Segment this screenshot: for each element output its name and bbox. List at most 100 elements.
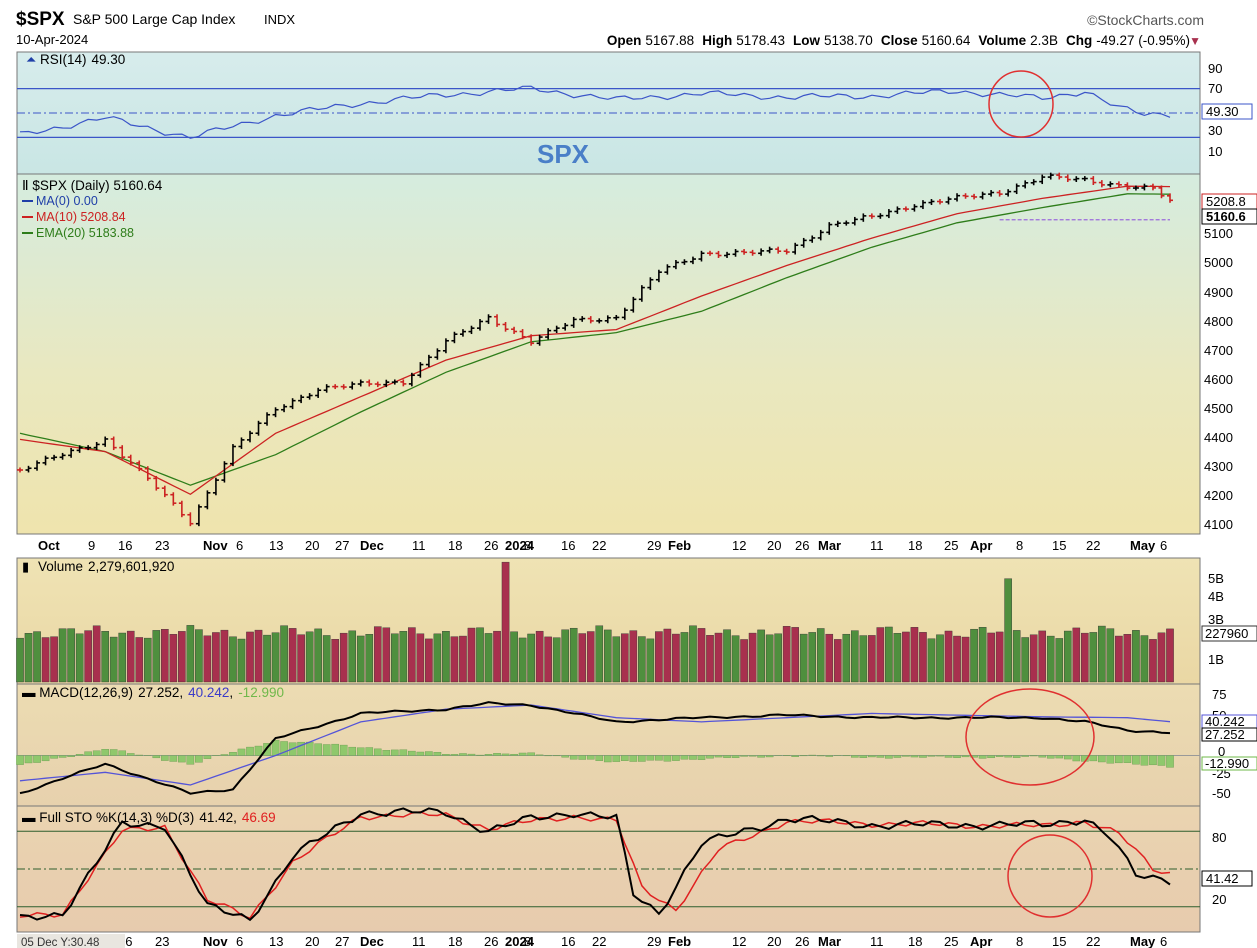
- price-bar: [93, 441, 100, 451]
- macd-histogram-bar: [16, 755, 24, 765]
- macd-histogram-bar: [297, 741, 305, 756]
- price-bar: [451, 331, 458, 344]
- high-label: High: [702, 33, 732, 48]
- macd-histogram-bar: [723, 755, 731, 758]
- macd-histogram-bar: [936, 755, 944, 757]
- macd-histogram-bar: [510, 753, 518, 756]
- price-bar: [494, 314, 501, 327]
- macd-histogram-bar: [305, 741, 314, 756]
- x-tick-label: 18: [908, 538, 922, 553]
- volume-bar: [927, 638, 936, 683]
- rsi-last-tag: [1201, 103, 1253, 120]
- volume-bar: [953, 635, 961, 683]
- volume-bar: [893, 633, 902, 683]
- volume-bar: [1012, 630, 1021, 683]
- volume-bar: [1123, 634, 1132, 683]
- x-tick-label: 26: [795, 934, 809, 948]
- volume-bar: [373, 626, 382, 683]
- x-tick-label: 6: [1160, 934, 1167, 948]
- price-bar: [800, 237, 807, 248]
- price-bar: [1107, 181, 1114, 188]
- x-tick-label: 16: [561, 934, 575, 948]
- volume-bar: [646, 638, 655, 683]
- macd-histogram-bar: [876, 755, 885, 758]
- x-tick-label: May: [1130, 934, 1156, 948]
- price-tick: 4800: [1204, 314, 1233, 329]
- macd-histogram-bar: [995, 755, 1004, 757]
- price-bar: [425, 354, 432, 368]
- volume-bar: [399, 631, 408, 683]
- price-bar: [51, 454, 58, 461]
- macd-histogram-bar: [348, 746, 357, 756]
- x-tick-label: 23: [155, 934, 169, 948]
- volume-bar: [425, 638, 433, 683]
- volume-bar: [944, 630, 953, 683]
- volume-bar: [774, 633, 782, 683]
- price-bar: [741, 249, 748, 255]
- price-bar: [281, 404, 288, 413]
- macd-histogram-bar: [612, 755, 621, 762]
- price-bar: [349, 381, 356, 390]
- volume-last-tag-text: 227960: [1205, 626, 1248, 641]
- volume-bar: [416, 633, 425, 683]
- x-tick-label: 18: [908, 934, 922, 948]
- footer-tag-bg: [17, 934, 125, 948]
- macd-histogram-bar: [1115, 755, 1123, 764]
- macd-tag: [1201, 727, 1257, 742]
- price-bar: [400, 379, 407, 387]
- x-tick-label: 18: [448, 934, 462, 948]
- price-tick: 4300: [1204, 459, 1233, 474]
- volume-bar: [663, 628, 672, 683]
- x-tick-label: 6: [1160, 538, 1167, 553]
- macd-histogram-bar: [1012, 755, 1021, 758]
- macd-line: [19, 701, 1171, 795]
- x-tick-label: 9: [88, 538, 95, 553]
- x-tick-label: Dec: [360, 538, 384, 553]
- chg-value: -49.27 (-0.95%): [1096, 33, 1190, 48]
- price-bar: [604, 315, 611, 324]
- stochastic-plot: [17, 807, 1200, 922]
- macd-histogram-bar: [314, 743, 322, 756]
- volume-bar-icon: ▮: [22, 559, 29, 574]
- volume-bar: [586, 631, 595, 683]
- volume-bar: [348, 630, 357, 683]
- price-bar: [1039, 174, 1046, 185]
- volume-bar: [16, 637, 24, 683]
- price-bar: [664, 264, 671, 275]
- volume-bar: [365, 634, 374, 683]
- price-bar: [672, 259, 679, 270]
- volume-bar: [970, 628, 978, 683]
- x-tick-label: Dec: [360, 934, 384, 948]
- x-tick-label: Feb: [668, 538, 691, 553]
- price-bar: [102, 436, 109, 447]
- price-bar: [783, 248, 790, 255]
- volume-plot: [16, 561, 1174, 683]
- macd-histogram-bar: [518, 752, 527, 756]
- volume-bar: [510, 631, 518, 683]
- price-bar: [988, 190, 995, 197]
- price-bar: [442, 338, 449, 354]
- macd-histogram-bar: [1063, 755, 1072, 760]
- volume-bar: [92, 625, 101, 683]
- volume-bar: [740, 639, 748, 683]
- price-bar: [732, 249, 739, 257]
- price-bar: [919, 200, 926, 210]
- footer-tag: 05 Dec Y:30.48: [21, 937, 99, 948]
- rsi-tick: 10: [1208, 144, 1222, 159]
- open-value: 5167.88: [645, 33, 694, 48]
- volume-bar: [1081, 632, 1089, 683]
- x-tick-label: 16: [561, 538, 575, 553]
- macd-histogram-bar: [41, 755, 50, 762]
- price-bar: [911, 204, 918, 212]
- macd-histogram-bar: [859, 755, 868, 758]
- x-tick-label: 25: [944, 538, 958, 553]
- price-bar: [579, 316, 586, 322]
- price-bar: [272, 407, 279, 418]
- price-bar: [417, 362, 424, 378]
- price-label: Ⅱ $SPX (Daily) 5160.64: [22, 178, 163, 193]
- price-bar: [954, 193, 961, 202]
- x-tick-label: 18: [448, 538, 462, 553]
- macd-highlight-circle: [965, 688, 1095, 786]
- volume-bar: [1004, 578, 1012, 683]
- volume-bar: [842, 633, 851, 683]
